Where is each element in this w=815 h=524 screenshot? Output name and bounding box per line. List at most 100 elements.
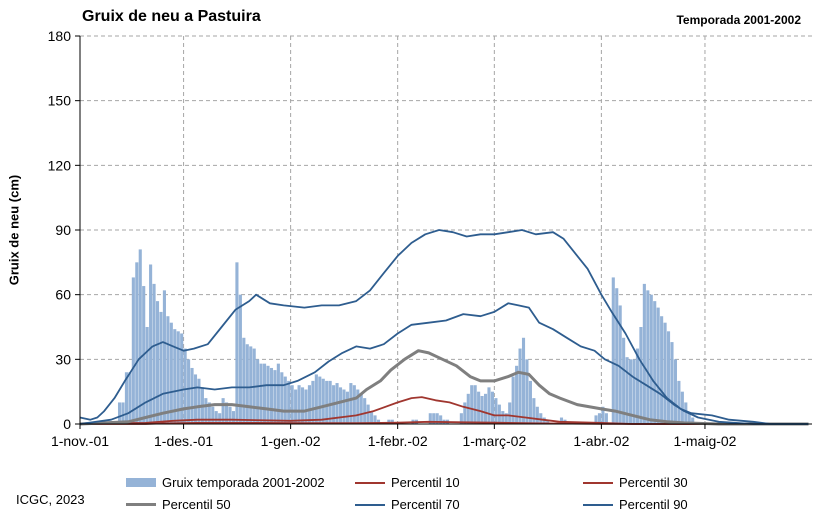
snow-depth-bar [521, 337, 526, 424]
snow-depth-bar [280, 372, 284, 424]
snow-depth-bar [266, 365, 270, 424]
chart-subtitle: Temporada 2001-2002 [676, 13, 801, 27]
legend-item-p30: Percentil 30 [583, 475, 688, 490]
snow-depth-bar [221, 398, 225, 424]
legend-label-p70: Percentil 70 [391, 497, 460, 512]
snow-depth-bar [635, 348, 640, 424]
snow-depth-bar [625, 357, 629, 424]
snow-depth-bar [231, 411, 236, 424]
snow-depth-bar [487, 387, 491, 424]
snow-depth-bar [124, 372, 128, 424]
legend-item-p50: Percentil 50 [126, 497, 231, 512]
legend-swatch-p30 [583, 481, 613, 484]
snow-depth-bar [673, 359, 677, 424]
snow-depth-bar [287, 380, 291, 424]
snow-depth-bar [604, 413, 608, 424]
legend-item-p70: Percentil 70 [355, 497, 460, 512]
snow-depth-bar [269, 367, 274, 424]
snow-depth-bar [680, 391, 684, 424]
snow-depth-bar [677, 380, 681, 424]
snow-depth-bar [218, 413, 222, 424]
snow-depth-bar [197, 378, 201, 424]
snow-depth-bar [670, 342, 674, 424]
series-line-p50 [79, 349, 809, 426]
snow-depth-bar [214, 411, 218, 424]
snow-depth-bar [525, 359, 529, 424]
snow-depth-bar [653, 301, 657, 424]
snow-depth-bar [594, 415, 598, 424]
snow-depth-bar [622, 337, 626, 424]
snow-depth-bar [356, 389, 360, 424]
snow-depth-bar [632, 359, 636, 424]
snow-depth-bar [166, 316, 170, 424]
snow-depth-bar [629, 359, 633, 424]
snow-depth-bar [173, 329, 177, 424]
snow-depth-bar [359, 393, 363, 424]
snow-depth-bar [508, 402, 512, 424]
x-tick-labels: 1-nov.-01 1-des.-01 1-gen.-02 1-febr.-02 1-m… [51, 433, 737, 449]
legend-item-gruix: Gruix temporada 2001-2002 [126, 475, 325, 490]
snow-depth-bar [387, 419, 391, 424]
snow-depth-bar [238, 294, 242, 424]
legend: Gruix temporada 2001-2002 Percentil 10 P… [0, 470, 815, 520]
snow-depth-chart: 0 30 60 90 120 150 180 1-nov.-01 1-des.-01 1-gen… [48, 28, 812, 449]
snow-depth-bar [352, 385, 356, 424]
snow-depth-bar [601, 406, 605, 424]
x-tick-label: 1-nov.-01 [51, 433, 109, 449]
snow-depth-bar [687, 413, 691, 424]
snow-depth-bar [535, 406, 539, 424]
snow-depth-bar [145, 327, 149, 424]
legend-swatch-gruix [126, 478, 156, 487]
x-tick-label: 1-març-02 [462, 433, 526, 449]
snow-depth-bar [176, 331, 180, 424]
snow-depth-bar [193, 374, 198, 424]
snow-depth-bar [228, 406, 232, 424]
legend-label-gruix: Gruix temporada 2001-2002 [162, 475, 325, 490]
legend-swatch-p50 [126, 503, 156, 506]
series-line-p30 [79, 396, 809, 425]
snow-depth-bar [463, 402, 467, 424]
snow-depth-bar [504, 413, 508, 424]
y-tick-label: 0 [63, 416, 71, 432]
series-line-p70 [79, 302, 809, 425]
snow-depth-bar [204, 398, 208, 424]
snow-depth-bar [642, 283, 646, 424]
x-tick-label: 1-maig-02 [673, 433, 736, 449]
legend-item-p10: Percentil 10 [355, 475, 460, 490]
snow-depth-bar [597, 413, 602, 424]
legend-swatch-p90 [583, 503, 613, 506]
snow-depth-bar [290, 385, 294, 424]
snow-depth-bar [242, 337, 246, 424]
snow-depth-bar [149, 264, 153, 424]
snow-depth-bar [611, 277, 615, 424]
legend-label-p50: Percentil 50 [162, 497, 231, 512]
snow-depth-bar [180, 333, 184, 424]
snow-depth-bar [639, 327, 643, 424]
snow-depth-bar [259, 363, 263, 424]
x-tick-label: 1-abr.-02 [573, 433, 629, 449]
series-line-p90 [79, 229, 809, 425]
x-tick-label: 1-febr.-02 [368, 433, 428, 449]
y-tick-label: 60 [55, 287, 71, 303]
snow-depth-bar [691, 417, 695, 424]
snow-depth-bar [190, 367, 194, 424]
snow-depth-bar [559, 417, 564, 424]
snow-depth-bar [155, 301, 160, 424]
snow-depth-bar [666, 331, 671, 424]
legend-label-p10: Percentil 10 [391, 475, 460, 490]
y-tick-label: 150 [48, 93, 72, 109]
snow-depth-bar [515, 365, 519, 424]
snow-depth-bars [117, 249, 695, 424]
snow-depth-bar [211, 406, 215, 424]
snow-depth-bar [366, 404, 370, 424]
credit-text: ICGC, 2023 [16, 492, 85, 507]
snow-depth-bar [128, 372, 132, 424]
snow-depth-bar [497, 404, 501, 424]
snow-depth-bar [615, 288, 619, 424]
snow-depth-bar [363, 398, 367, 424]
snow-depth-bar [117, 402, 122, 424]
snow-depth-bar [304, 389, 308, 424]
snow-depth-bar [656, 307, 660, 424]
snow-depth-bar [477, 391, 481, 424]
snow-depth-bar [660, 316, 664, 424]
